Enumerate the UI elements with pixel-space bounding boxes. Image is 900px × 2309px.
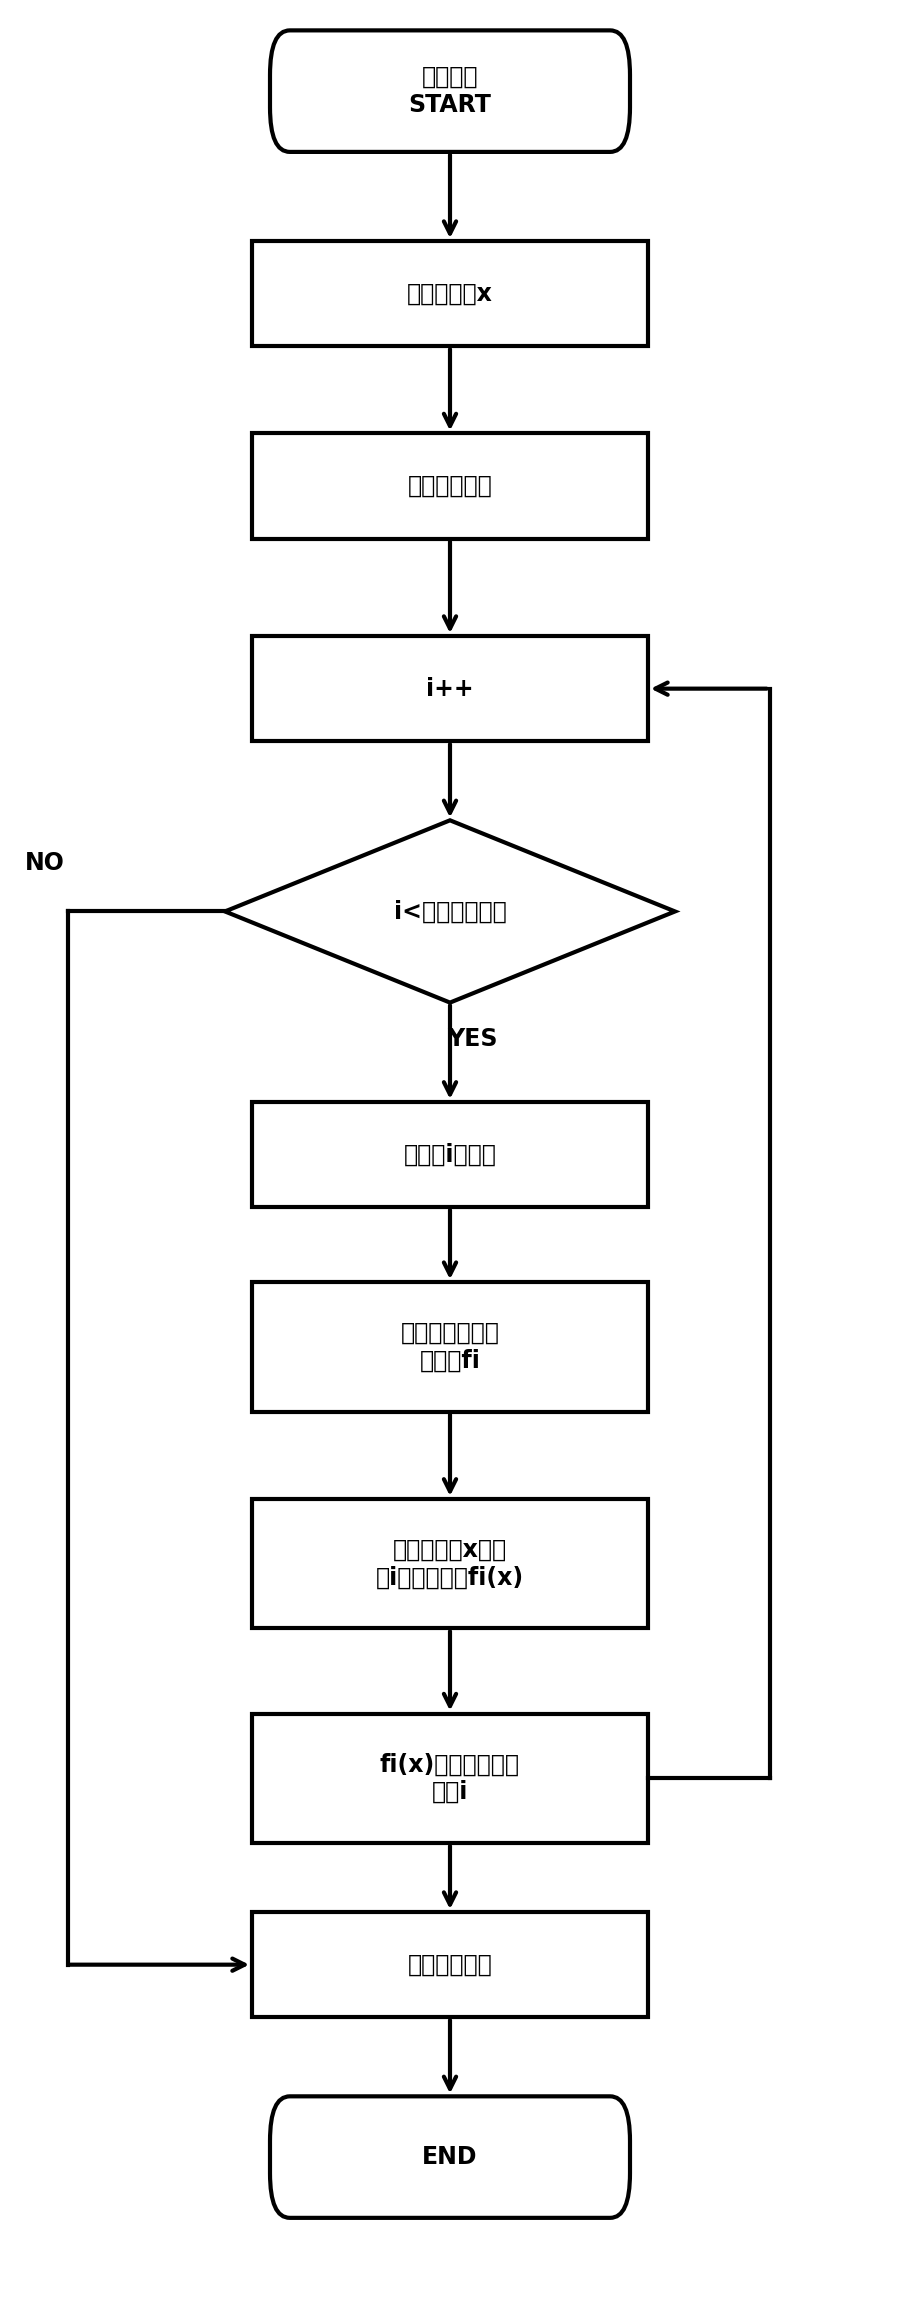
Text: END: END: [422, 2145, 478, 2168]
Text: 计算参数値x在维
度i上的求属度fi(x): 计算参数値x在维 度i上的求属度fi(x): [376, 1538, 524, 1589]
Bar: [252, 1101, 648, 1208]
Text: NO: NO: [25, 852, 65, 875]
Bar: [252, 1912, 648, 2018]
Bar: [252, 1713, 648, 1843]
Text: 输入参数値x: 输入参数値x: [407, 282, 493, 305]
Text: fi(x)填入结果向量
维度i: fi(x)填入结果向量 维度i: [380, 1753, 520, 1803]
Text: 向量分解
START: 向量分解 START: [409, 65, 491, 118]
Text: i++: i++: [427, 677, 473, 700]
Bar: [252, 635, 648, 741]
FancyBboxPatch shape: [270, 2097, 630, 2219]
Bar: [252, 240, 648, 346]
Text: 取维度i标准値: 取维度i标准値: [403, 1143, 497, 1166]
Bar: [252, 434, 648, 538]
Polygon shape: [225, 820, 675, 1002]
FancyBboxPatch shape: [270, 30, 630, 152]
Bar: [252, 1499, 648, 1628]
Text: YES: YES: [447, 1028, 498, 1051]
Text: 输出结果向量: 输出结果向量: [408, 1953, 492, 1977]
Text: 生成求属度函数
解析式fi: 生成求属度函数 解析式fi: [400, 1321, 500, 1374]
Bar: [252, 1281, 648, 1411]
Text: 创建结果向量: 创建结果向量: [408, 473, 492, 499]
Text: i<分析向量维数: i<分析向量维数: [393, 901, 507, 924]
